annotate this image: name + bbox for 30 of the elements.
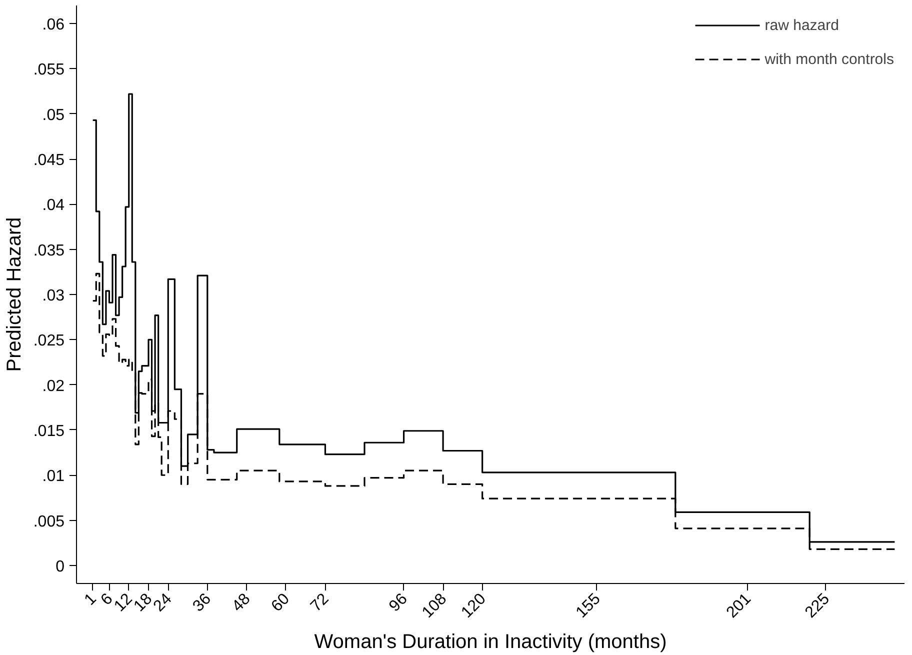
x-tick-label: 24 <box>150 590 176 616</box>
y-tick-label: .06 <box>42 16 65 34</box>
x-tick-label: 120 <box>458 590 490 622</box>
x-tick-label: 6 <box>98 590 116 609</box>
y-tick-label: .03 <box>42 288 65 304</box>
y-tick-label: .025 <box>33 332 65 350</box>
y-tick-label: .015 <box>33 422 65 440</box>
x-tick-label: 155 <box>573 590 604 622</box>
x-tick-label: 201 <box>724 590 755 622</box>
y-tick-label: .045 <box>33 152 65 170</box>
y-tick-label: .04 <box>42 197 65 214</box>
y-tick-label: .02 <box>42 378 65 395</box>
x-tick-label: 1 <box>82 590 100 609</box>
x-tick-label: 60 <box>268 590 294 616</box>
y-tick-label: .05 <box>42 106 65 124</box>
y-tick-label: .035 <box>33 242 65 260</box>
x-tick-label: 36 <box>190 590 215 616</box>
x-tick-label: 48 <box>229 590 254 616</box>
y-tick-label: 0 <box>56 558 65 576</box>
x-tick-label: 225 <box>802 590 834 622</box>
x-tick-label: 108 <box>419 590 450 622</box>
x-tick-label: 72 <box>308 590 332 616</box>
x-axis-title: Woman's Duration in Inactivity (months) <box>314 630 667 653</box>
y-tick-label: .005 <box>33 513 65 530</box>
x-tick-label: 96 <box>386 590 411 616</box>
y-axis-title: Predicted Hazard <box>3 217 26 372</box>
y-tick-label: .01 <box>42 468 65 486</box>
legend-label: raw hazard <box>764 16 839 34</box>
legend-label: with month controls <box>764 50 894 68</box>
y-tick-label: .055 <box>33 62 65 79</box>
